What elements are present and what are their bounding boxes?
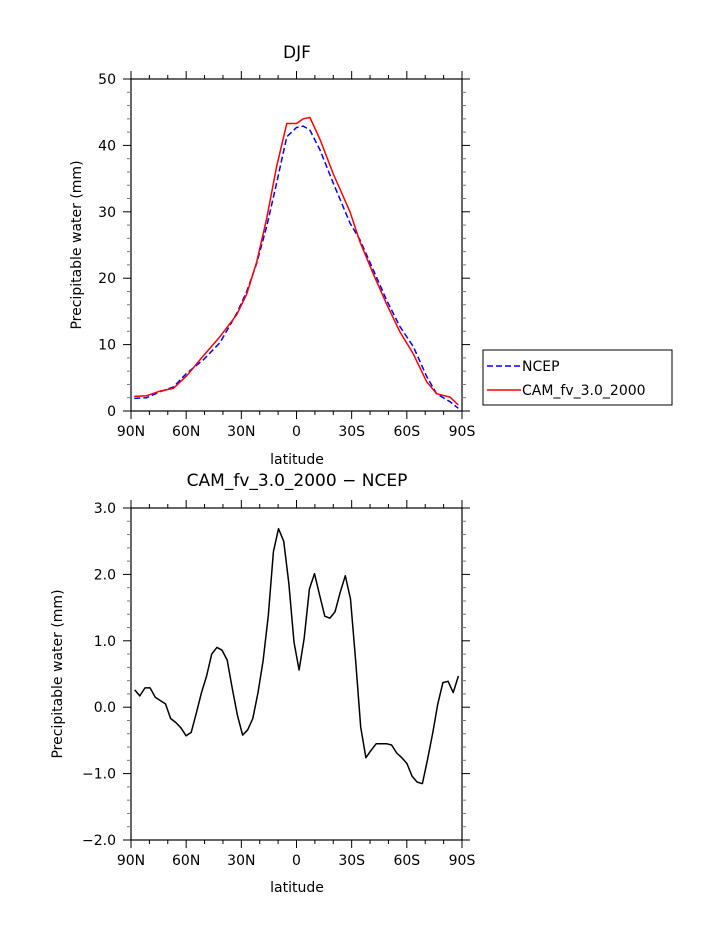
y-tick-label: 1.0 [94, 634, 116, 650]
series-line-difference [134, 527, 460, 785]
x-tick-label: 90S [449, 853, 476, 869]
legend: NCEP CAM_fv_3.0_2000 [482, 349, 673, 406]
x-tick-label: 60N [172, 424, 200, 440]
x-tick-label: 0 [292, 424, 301, 440]
bottom-x-axis-label: latitude [270, 880, 324, 896]
legend-cam-label: CAM_fv_3.0_2000 [522, 383, 646, 399]
y-tick-label: 10 [98, 338, 116, 354]
y-tick-label: 3.0 [94, 501, 116, 517]
top-chart-title: DJF [283, 43, 311, 63]
legend-box [482, 349, 673, 406]
bottom-y-axis-label: Precipitable water (mm) [50, 589, 66, 758]
x-tick-label: 90S [449, 424, 476, 440]
top-panel-djf: DJF latitude Precipitable water (mm) 90N… [69, 43, 475, 468]
x-tick-label: 30S [338, 853, 365, 869]
x-tick-label: 30N [227, 424, 255, 440]
x-tick-label: 90N [117, 853, 145, 869]
top-y-axis-label: Precipitable water (mm) [69, 160, 85, 329]
y-tick-label: −2.0 [82, 833, 116, 849]
series-line-cam-fv-3-0-2000 [134, 116, 459, 406]
plot-frame [130, 78, 463, 412]
bottom-chart-title: CAM_fv_3.0_2000 − NCEP [187, 471, 408, 491]
y-tick-label: 40 [98, 138, 116, 154]
x-tick-label: 60S [393, 853, 420, 869]
series-line-ncep [134, 125, 459, 409]
y-tick-label: 30 [98, 205, 116, 221]
x-tick-label: 30N [227, 853, 255, 869]
x-tick-label: 60N [172, 853, 200, 869]
legend-ncep-label: NCEP [522, 359, 560, 375]
y-tick-label: 0 [107, 404, 116, 420]
top-x-axis-label: latitude [270, 452, 324, 468]
plot-frame [130, 507, 463, 841]
y-tick-label: 50 [98, 72, 116, 88]
y-tick-label: 2.0 [94, 567, 116, 583]
y-tick-label: −1.0 [82, 767, 116, 783]
y-tick-label: 0.0 [94, 700, 116, 716]
x-tick-label: 60S [393, 424, 420, 440]
bottom-panel-difference: CAM_fv_3.0_2000 − NCEP latitude Precipit… [50, 471, 475, 896]
x-tick-label: 0 [292, 853, 301, 869]
x-tick-label: 30S [338, 424, 365, 440]
x-tick-label: 90N [117, 424, 145, 440]
y-tick-label: 20 [98, 271, 116, 287]
